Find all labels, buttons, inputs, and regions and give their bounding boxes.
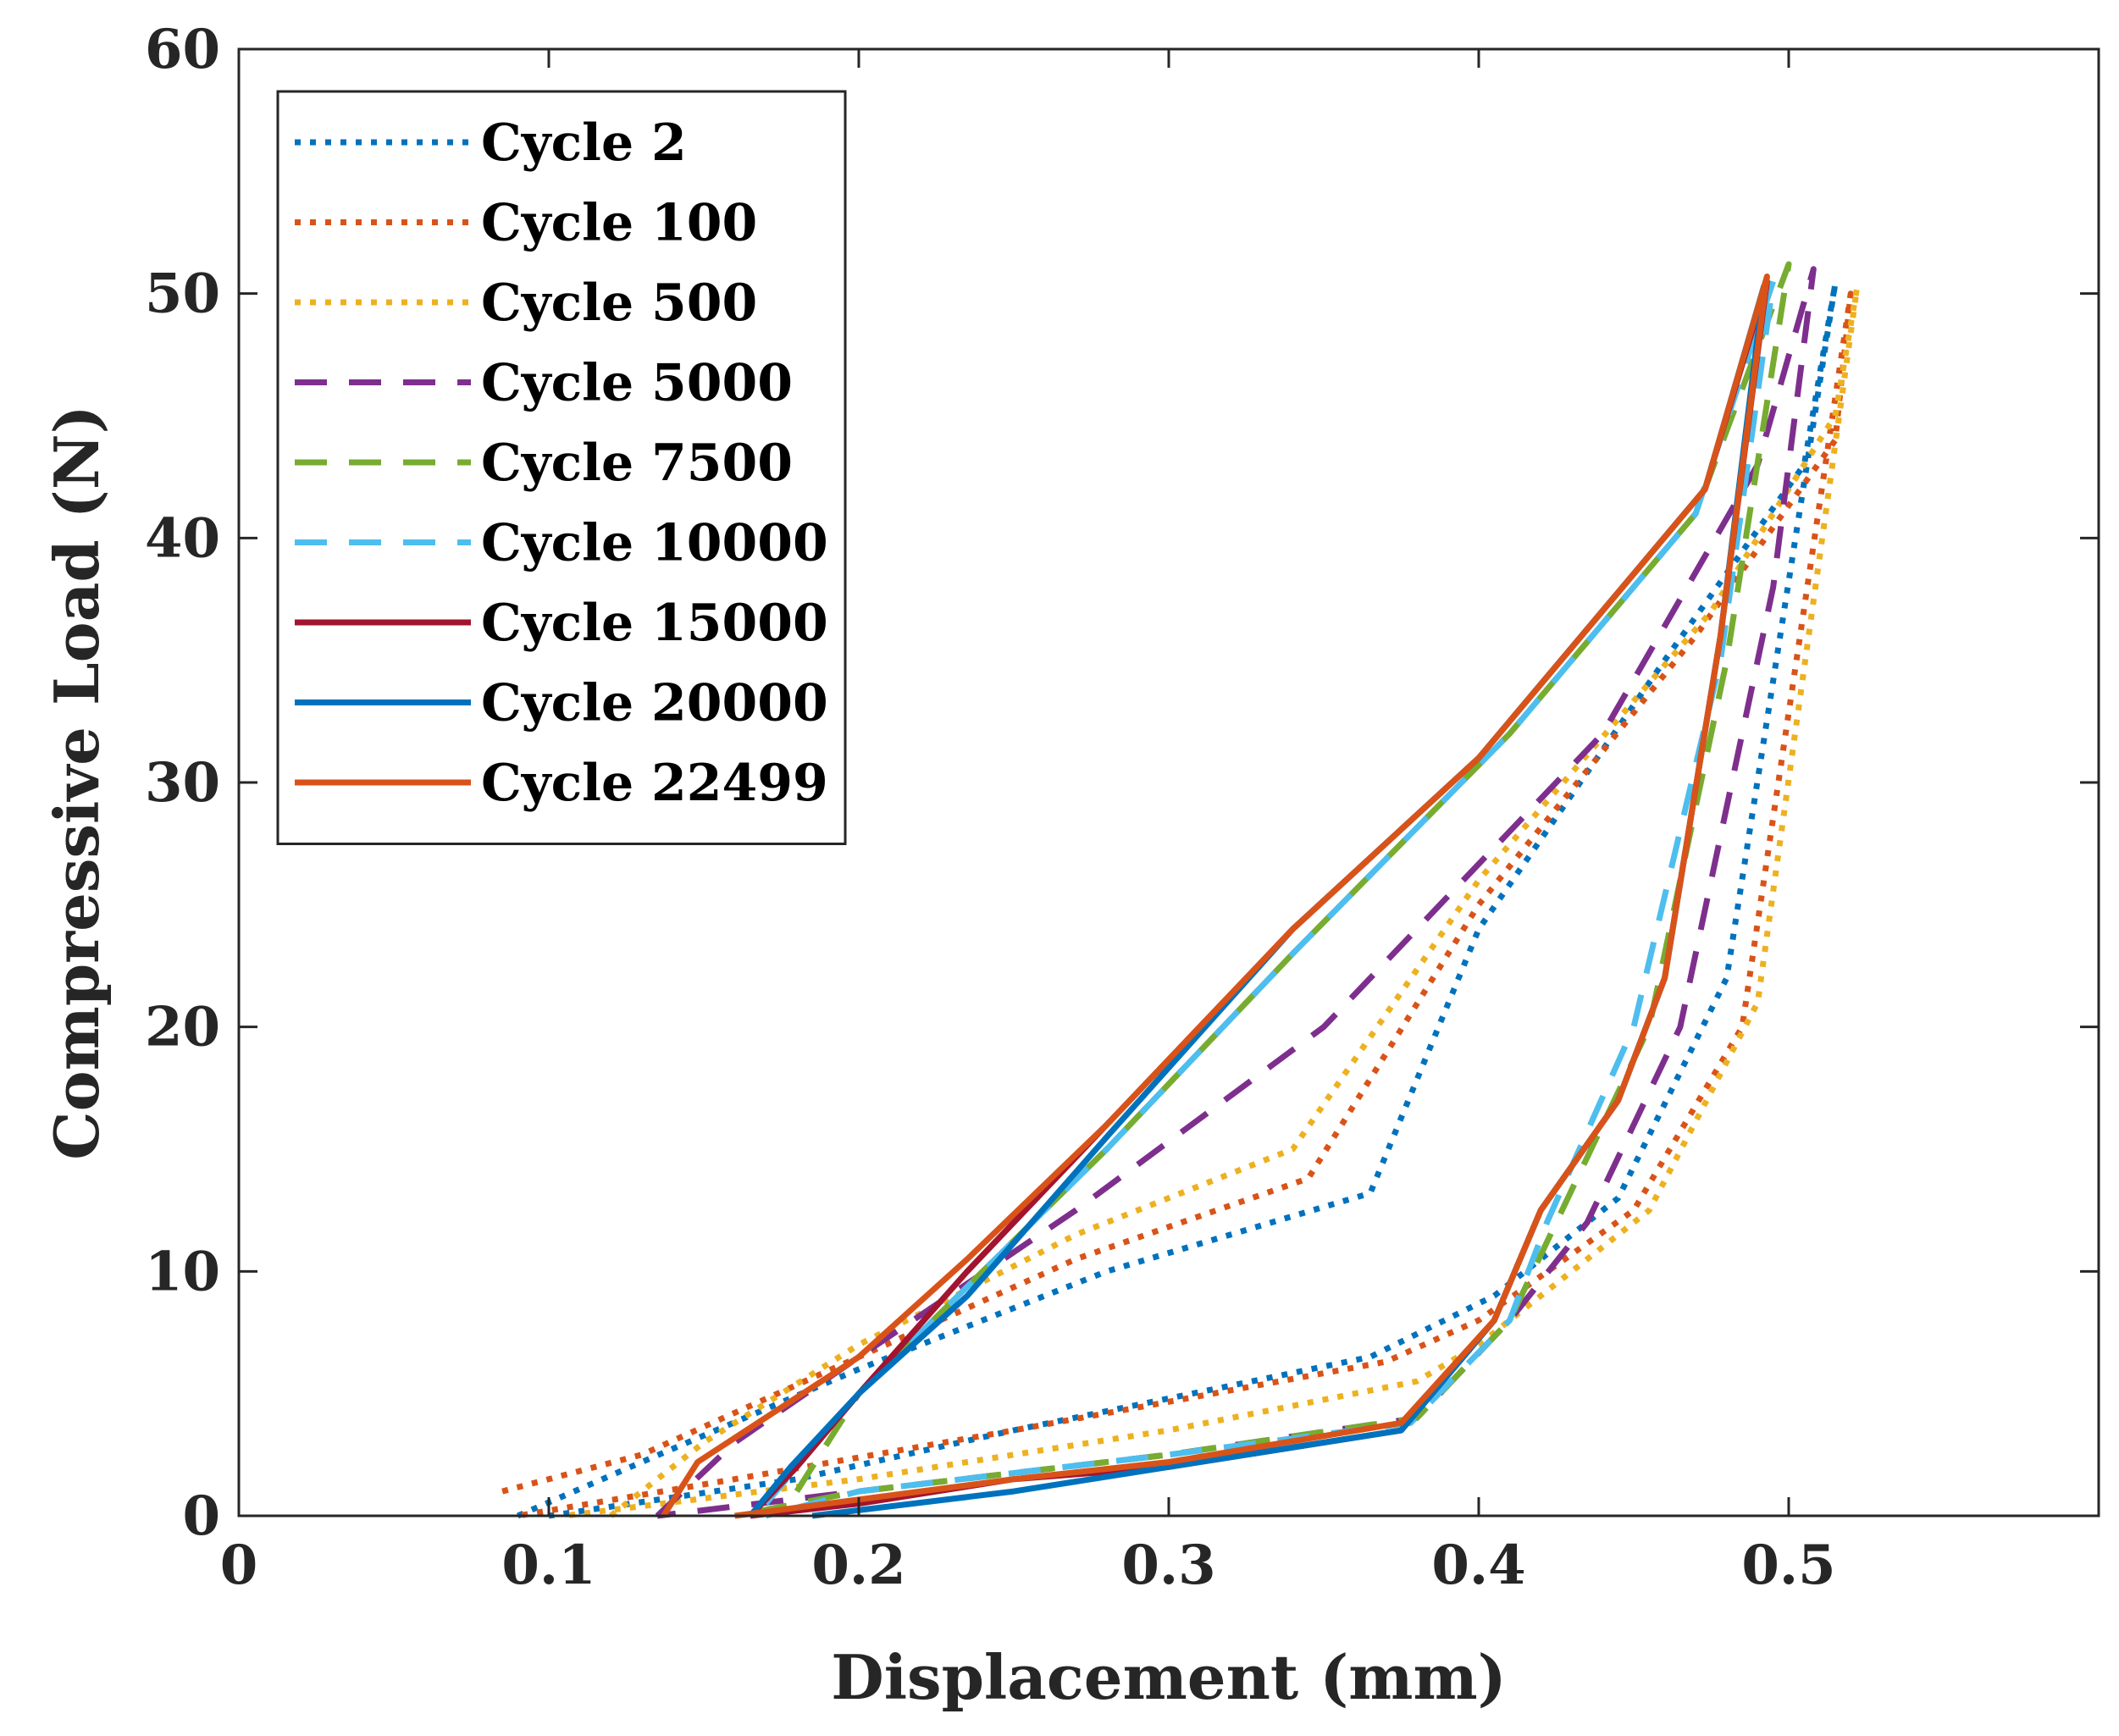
y-tick-label: 50 — [145, 263, 220, 326]
legend-label-1: Cycle 100 — [481, 194, 757, 253]
ticks-layer: 0 0.1 0.2 0.3 0.4 0.5 0 10 20 30 40 50 60 — [145, 18, 2099, 1597]
legend-label-3: Cycle 5000 — [481, 354, 793, 413]
legend-box — [276, 90, 847, 845]
y-axis-title: Compressive Load (N) — [41, 405, 113, 1159]
legend-label-8: Cycle 22499 — [481, 754, 828, 813]
y-tick-label: 0 — [182, 1484, 220, 1548]
legend-label-2: Cycle 500 — [481, 274, 757, 333]
series-layer — [501, 261, 1860, 1519]
x-tick-label: 0.2 — [811, 1534, 905, 1597]
y-tick-label: 10 — [145, 1240, 220, 1303]
legend-label-6: Cycle 15000 — [481, 594, 828, 653]
legend-label-7: Cycle 20000 — [481, 674, 828, 733]
legend: Cycle 2 Cycle 100 Cycle 500 Cycle 5000 Cycle… — [276, 90, 847, 845]
series-line-2 — [563, 285, 1860, 1519]
y-tick-label: 60 — [145, 18, 220, 81]
series-line-0 — [517, 280, 1839, 1519]
x-tick-label: 0.1 — [501, 1534, 595, 1597]
x-tick-label: 0 — [220, 1534, 258, 1597]
y-tick-label: 40 — [145, 506, 220, 570]
legend-label-5: Cycle 10000 — [481, 514, 828, 573]
y-tick-label: 20 — [145, 996, 220, 1059]
series-line-8 — [661, 274, 1770, 1519]
legend-label-0: Cycle 2 — [481, 113, 687, 173]
x-tick-label: 0.4 — [1431, 1534, 1525, 1597]
x-tick-label: 0.5 — [1741, 1534, 1835, 1597]
x-axis-title: Displacement (mm) — [831, 1641, 1506, 1713]
y-tick-label: 30 — [145, 751, 220, 815]
legend-label-4: Cycle 7500 — [481, 434, 793, 493]
x-tick-label: 0.3 — [1121, 1534, 1215, 1597]
